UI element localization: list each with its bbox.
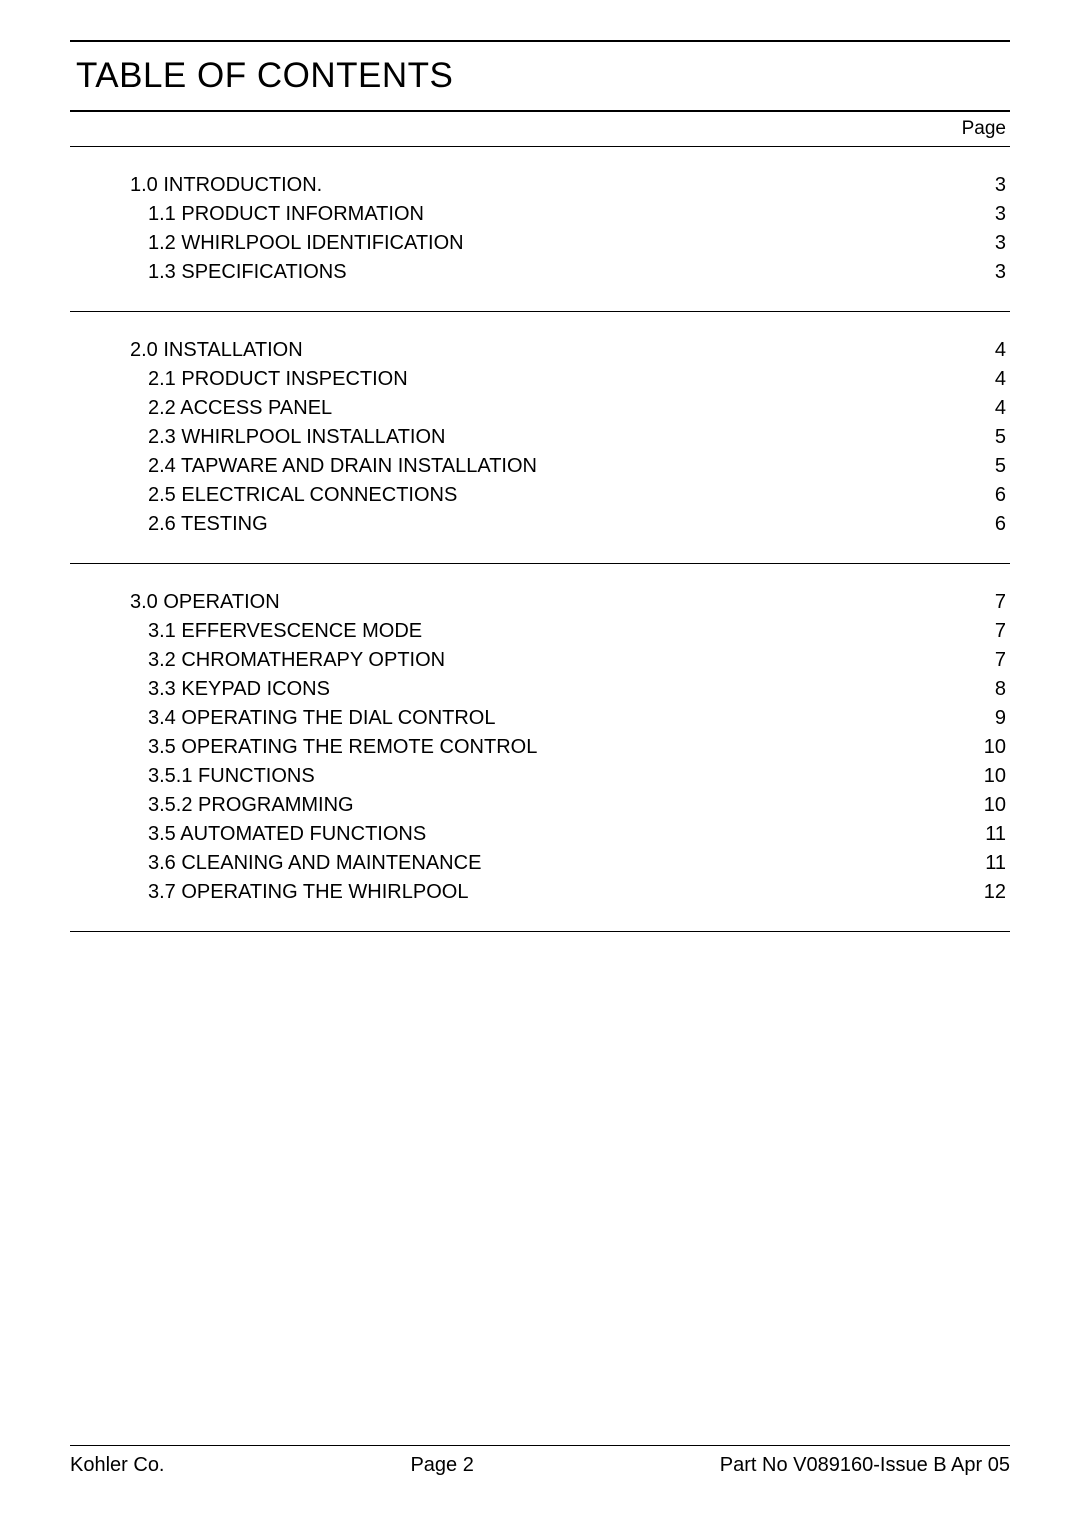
toc-entry-page: 11 xyxy=(970,849,1010,878)
toc-entry-label: 3.4 OPERATING THE DIAL CONTROL xyxy=(130,704,970,733)
toc-entry-label: 2.4 TAPWARE AND DRAIN INSTALLATION xyxy=(130,452,970,481)
toc-row: 3.7 OPERATING THE WHIRLPOOL12 xyxy=(130,878,1010,907)
toc-entry-label: 1.2 WHIRLPOOL IDENTIFICATION xyxy=(130,229,970,258)
toc-row: 3.5.1 FUNCTIONS10 xyxy=(130,762,1010,791)
toc-row: 3.5 AUTOMATED FUNCTIONS11 xyxy=(130,820,1010,849)
toc-container: 1.0 INTRODUCTION.31.1 PRODUCT INFORMATIO… xyxy=(70,147,1010,932)
toc-entry-label: 3.0 OPERATION xyxy=(130,588,970,617)
toc-entry-page: 10 xyxy=(970,762,1010,791)
toc-entry-page: 7 xyxy=(970,646,1010,675)
toc-section: 1.0 INTRODUCTION.31.1 PRODUCT INFORMATIO… xyxy=(70,147,1010,311)
toc-entry-label: 1.1 PRODUCT INFORMATION xyxy=(130,200,970,229)
page-title: TABLE OF CONTENTS xyxy=(70,42,1010,110)
toc-row: 3.2 CHROMATHERAPY OPTION7 xyxy=(130,646,1010,675)
toc-entry-label: 3.5.2 PROGRAMMING xyxy=(130,791,970,820)
toc-entry-page: 5 xyxy=(970,452,1010,481)
toc-entry-label: 2.5 ELECTRICAL CONNECTIONS xyxy=(130,481,970,510)
toc-entry-page: 3 xyxy=(970,200,1010,229)
footer-row: Kohler Co. Page 2 Part No V089160-Issue … xyxy=(70,1446,1010,1477)
toc-entry-label: 2.0 INSTALLATION xyxy=(130,336,970,365)
toc-entry-label: 2.6 TESTING xyxy=(130,510,970,539)
toc-entry-page: 4 xyxy=(970,365,1010,394)
toc-entry-page: 8 xyxy=(970,675,1010,704)
toc-entry-label: 3.2 CHROMATHERAPY OPTION xyxy=(130,646,970,675)
toc-entry-page: 3 xyxy=(970,229,1010,258)
toc-entry-label: 3.6 CLEANING AND MAINTENANCE xyxy=(130,849,970,878)
page-footer: Kohler Co. Page 2 Part No V089160-Issue … xyxy=(70,1445,1010,1487)
toc-row: 2.1 PRODUCT INSPECTION4 xyxy=(130,365,1010,394)
toc-entry-page: 5 xyxy=(970,423,1010,452)
footer-left: Kohler Co. xyxy=(70,1454,165,1477)
footer-center: Page 2 xyxy=(410,1454,473,1477)
toc-entry-page: 10 xyxy=(970,733,1010,762)
toc-row: 1.0 INTRODUCTION.3 xyxy=(130,171,1010,200)
toc-entry-label: 3.5 OPERATING THE REMOTE CONTROL xyxy=(130,733,970,762)
toc-row: 2.5 ELECTRICAL CONNECTIONS6 xyxy=(130,481,1010,510)
toc-entry-page: 9 xyxy=(970,704,1010,733)
toc-entry-page: 11 xyxy=(970,820,1010,849)
toc-row: 3.5 OPERATING THE REMOTE CONTROL10 xyxy=(130,733,1010,762)
toc-row: 3.6 CLEANING AND MAINTENANCE11 xyxy=(130,849,1010,878)
toc-row: 1.2 WHIRLPOOL IDENTIFICATION3 xyxy=(130,229,1010,258)
toc-entry-page: 4 xyxy=(970,336,1010,365)
toc-entry-label: 3.5.1 FUNCTIONS xyxy=(130,762,970,791)
toc-entry-label: 3.1 EFFERVESCENCE MODE xyxy=(130,617,970,646)
toc-entry-page: 7 xyxy=(970,588,1010,617)
rule-section-divider xyxy=(70,931,1010,932)
page-column-header: Page xyxy=(70,112,1010,146)
toc-entry-label: 3.5 AUTOMATED FUNCTIONS xyxy=(130,820,970,849)
toc-row: 2.6 TESTING6 xyxy=(130,510,1010,539)
toc-row: 3.1 EFFERVESCENCE MODE7 xyxy=(130,617,1010,646)
toc-entry-label: 2.1 PRODUCT INSPECTION xyxy=(130,365,970,394)
toc-row: 2.3 WHIRLPOOL INSTALLATION5 xyxy=(130,423,1010,452)
toc-section: 2.0 INSTALLATION42.1 PRODUCT INSPECTION4… xyxy=(70,312,1010,563)
toc-row: 3.5.2 PROGRAMMING10 xyxy=(130,791,1010,820)
toc-section: 3.0 OPERATION73.1 EFFERVESCENCE MODE73.2… xyxy=(70,564,1010,931)
footer-right: Part No V089160-Issue B Apr 05 xyxy=(720,1454,1010,1477)
toc-entry-label: 2.2 ACCESS PANEL xyxy=(130,394,970,423)
toc-entry-page: 3 xyxy=(970,171,1010,200)
toc-entry-label: 1.3 SPECIFICATIONS xyxy=(130,258,970,287)
toc-entry-label: 2.3 WHIRLPOOL INSTALLATION xyxy=(130,423,970,452)
toc-row: 2.0 INSTALLATION4 xyxy=(130,336,1010,365)
toc-entry-label: 1.0 INTRODUCTION. xyxy=(130,171,970,200)
toc-entry-label: 3.3 KEYPAD ICONS xyxy=(130,675,970,704)
toc-entry-page: 3 xyxy=(970,258,1010,287)
toc-row: 3.0 OPERATION7 xyxy=(130,588,1010,617)
toc-row: 1.3 SPECIFICATIONS3 xyxy=(130,258,1010,287)
toc-entry-page: 7 xyxy=(970,617,1010,646)
toc-entry-page: 4 xyxy=(970,394,1010,423)
toc-entry-page: 10 xyxy=(970,791,1010,820)
toc-entry-page: 12 xyxy=(970,878,1010,907)
toc-row: 3.4 OPERATING THE DIAL CONTROL9 xyxy=(130,704,1010,733)
toc-entry-page: 6 xyxy=(970,510,1010,539)
document-page: TABLE OF CONTENTS Page 1.0 INTRODUCTION.… xyxy=(0,0,1080,1527)
toc-row: 1.1 PRODUCT INFORMATION3 xyxy=(130,200,1010,229)
toc-row: 2.4 TAPWARE AND DRAIN INSTALLATION5 xyxy=(130,452,1010,481)
toc-entry-label: 3.7 OPERATING THE WHIRLPOOL xyxy=(130,878,970,907)
toc-row: 2.2 ACCESS PANEL4 xyxy=(130,394,1010,423)
toc-entry-page: 6 xyxy=(970,481,1010,510)
toc-row: 3.3 KEYPAD ICONS8 xyxy=(130,675,1010,704)
